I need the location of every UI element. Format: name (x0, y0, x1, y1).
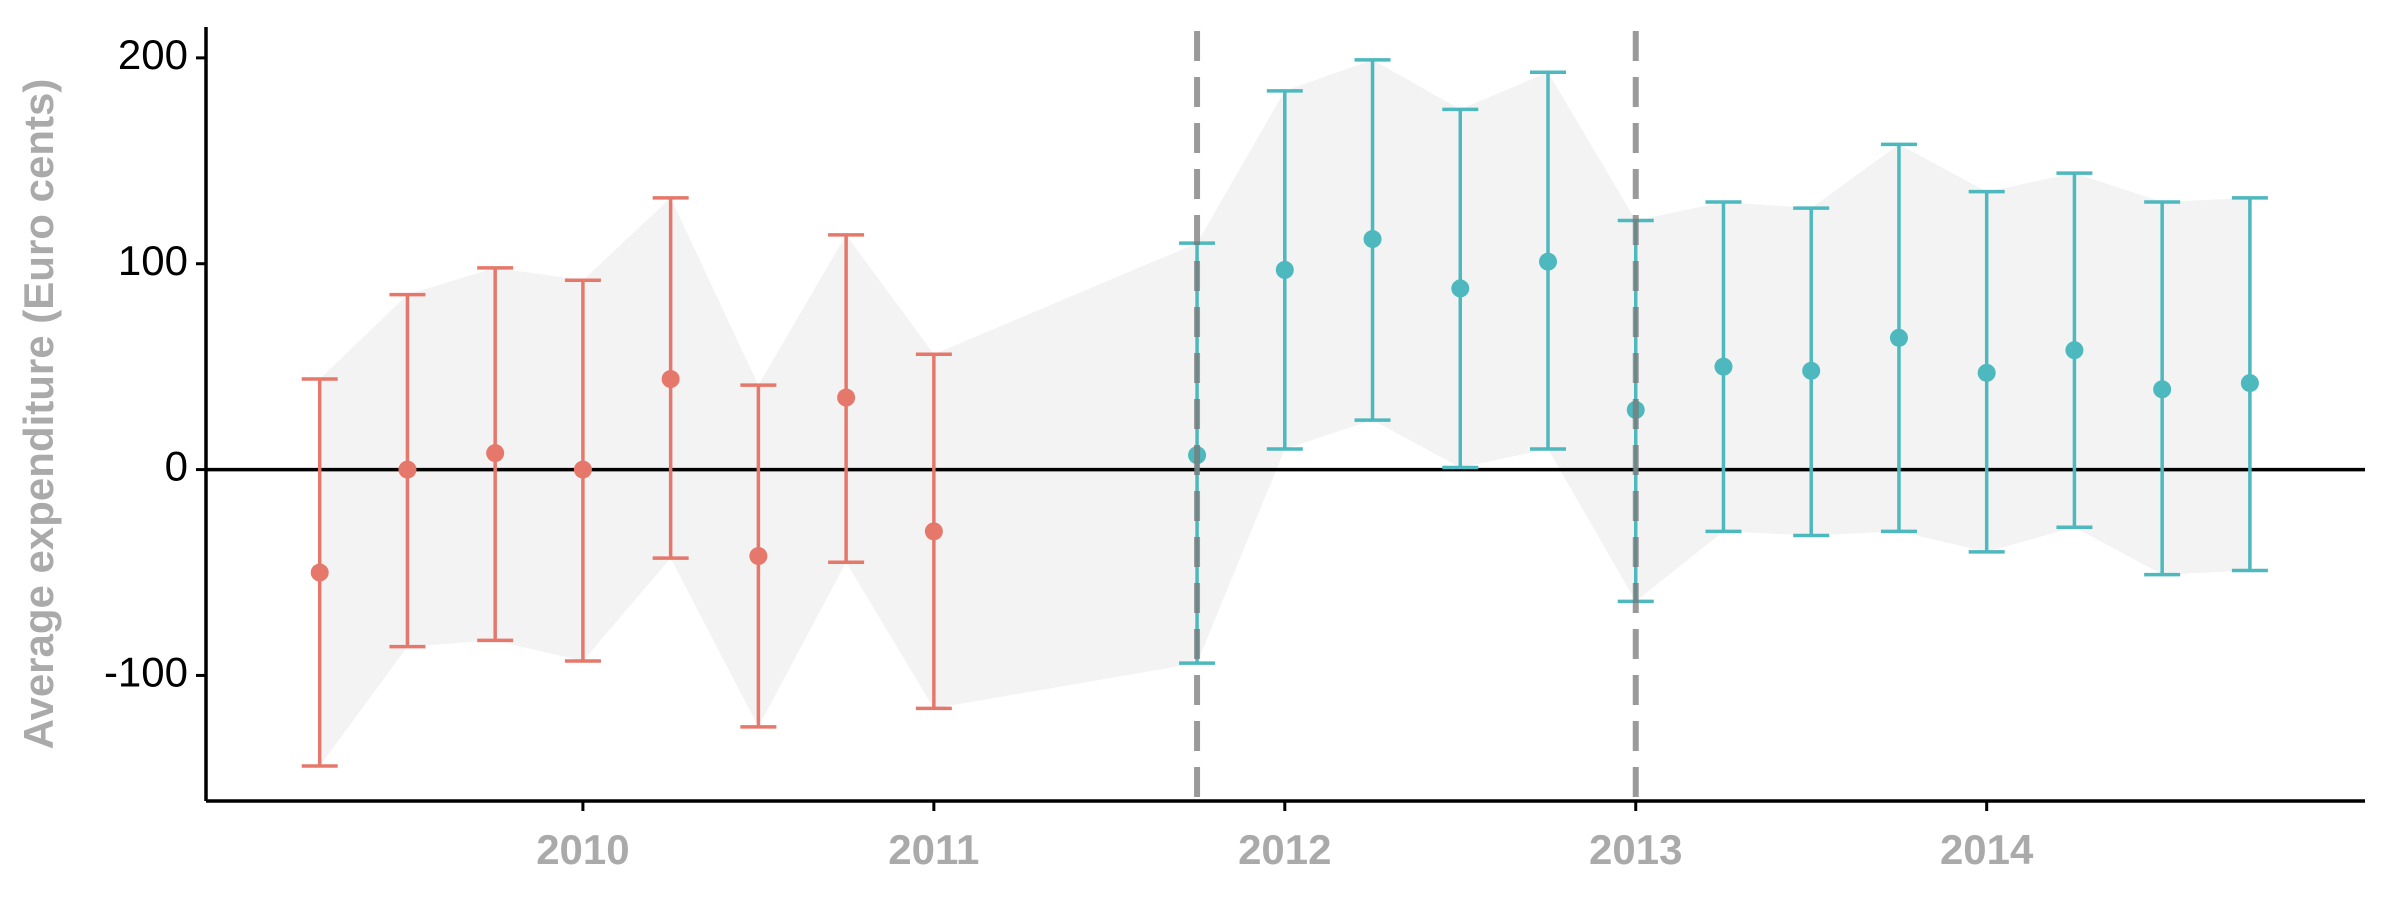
x-tick-label: 2014 (1940, 826, 2034, 873)
point (1363, 230, 1382, 249)
x-tick-label: 2013 (1589, 826, 1682, 873)
point (1802, 361, 1821, 380)
point (1275, 260, 1294, 279)
point (2065, 341, 2084, 360)
point (924, 522, 943, 541)
point (398, 460, 417, 479)
y-tick-label: 100 (118, 237, 188, 284)
y-tick-label: -100 (104, 649, 188, 696)
point (1539, 252, 1558, 271)
point (1451, 279, 1470, 298)
point (1889, 328, 1908, 347)
point (573, 460, 592, 479)
point (486, 444, 505, 463)
point (661, 370, 680, 389)
point (1977, 363, 1996, 382)
point (837, 388, 856, 407)
point (2153, 380, 2172, 399)
point (749, 547, 768, 566)
x-tick-label: 2012 (1238, 826, 1331, 873)
point (310, 563, 329, 582)
x-tick-label: 2011 (888, 826, 979, 873)
y-tick-label: 0 (165, 443, 188, 490)
y-axis-label: Average expenditure (Euro cents) (15, 79, 62, 750)
point (1714, 357, 1733, 376)
x-tick-label: 2010 (536, 826, 629, 873)
y-tick-label: 200 (118, 31, 188, 78)
point (2240, 374, 2259, 393)
